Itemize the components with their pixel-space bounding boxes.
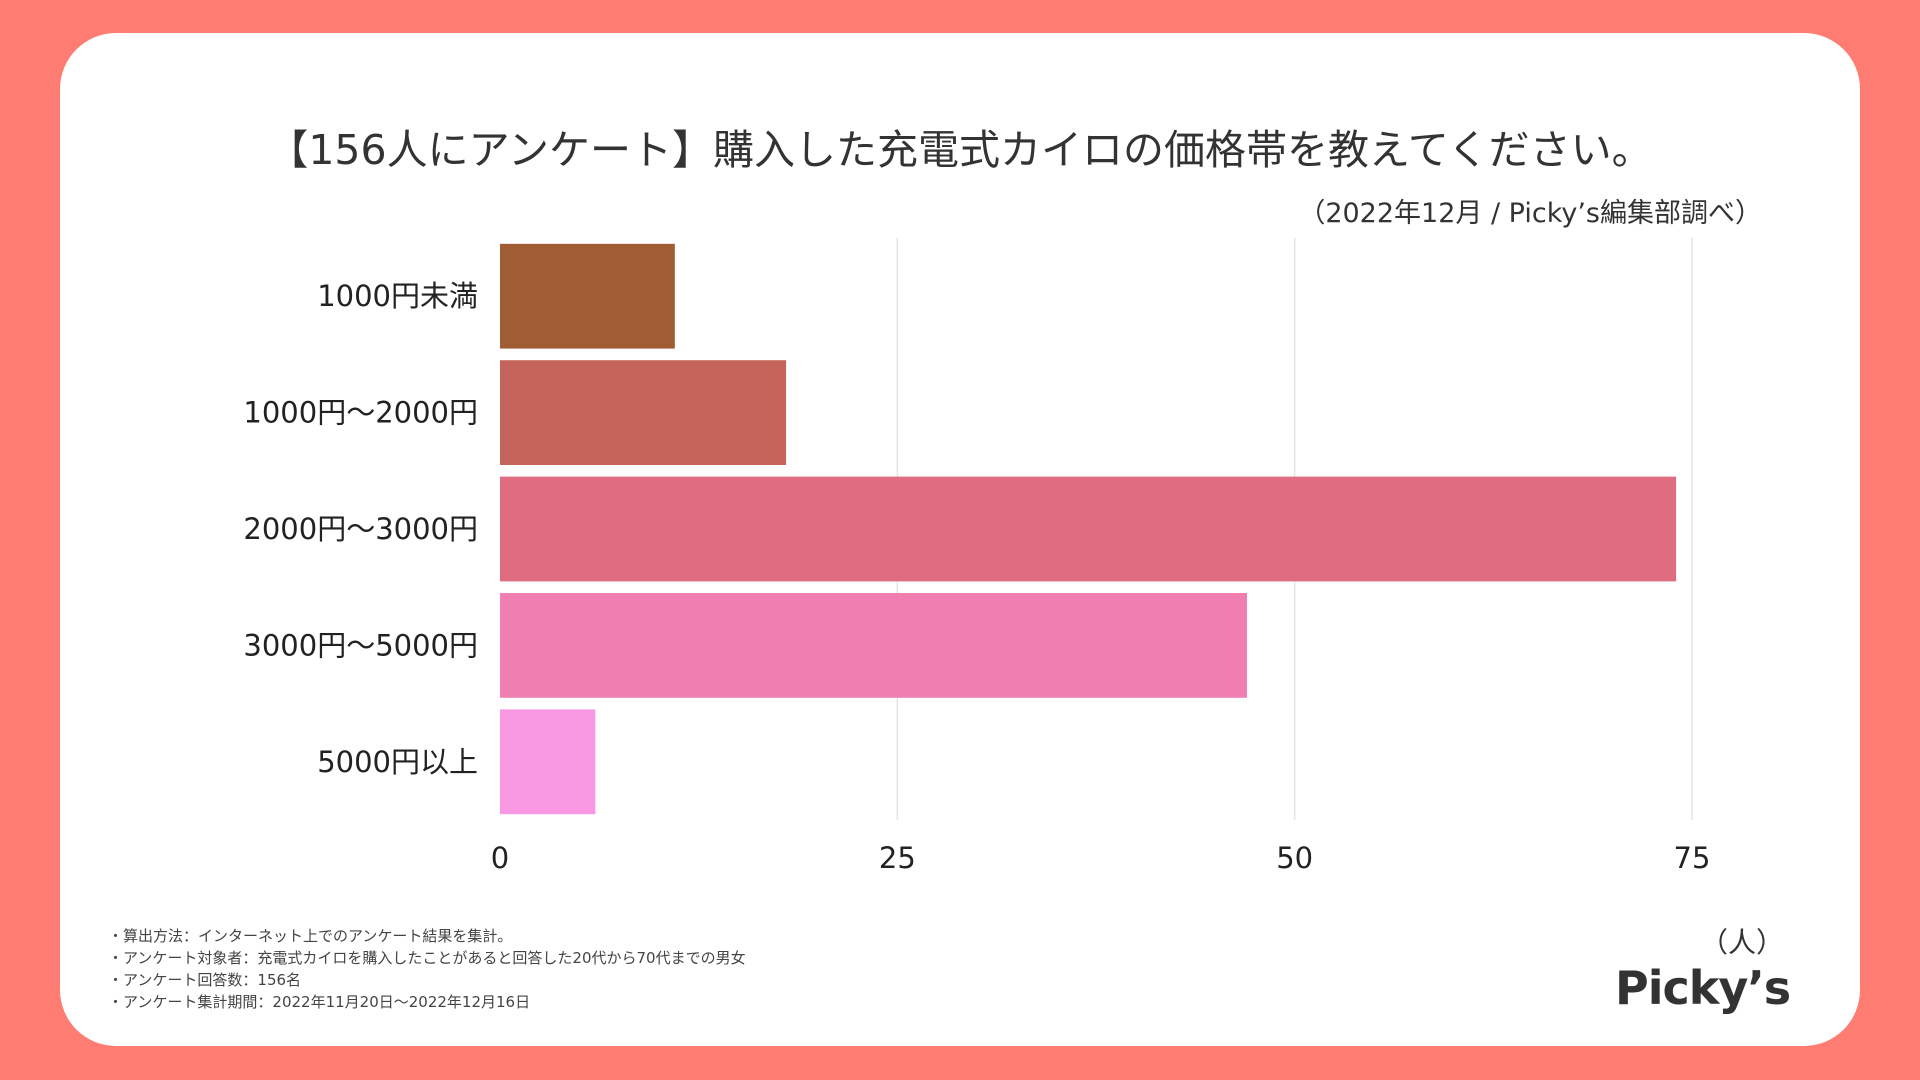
chart-card: 【156人にアンケート】購入した充電式カイロの価格帯を教えてください。 （202…: [60, 33, 1860, 1046]
survey-notes: ・算出方法：インターネット上でのアンケート結果を集計。 ・アンケート対象者：充電…: [108, 925, 746, 1013]
category-label-5: 5000円以上: [317, 745, 478, 779]
category-label-3: 2000円〜3000円: [243, 512, 478, 546]
x-tick-0: 0: [491, 841, 509, 875]
x-tick-75: 75: [1674, 841, 1711, 875]
bar-4: [500, 593, 1247, 698]
bar-5: [500, 709, 596, 815]
x-tick-labels: 0 25 50 75: [491, 841, 1711, 875]
bar-1: [500, 243, 675, 349]
note-period: ・アンケート集計期間：2022年11月20日〜2022年12月16日: [108, 993, 531, 1011]
bar-chart: 1000円未満 1000円〜2000円 2000円〜3000円 3000円〜5000円…: [243, 238, 1711, 875]
x-tick-50: 50: [1276, 841, 1313, 875]
category-labels: 1000円未満 1000円〜2000円 2000円〜3000円 3000円〜5000円…: [243, 279, 478, 779]
pickys-logo: Picky’s: [1615, 961, 1791, 1015]
note-method: ・算出方法：インターネット上でのアンケート結果を集計。: [108, 927, 513, 945]
x-axis-unit: （人）: [1700, 926, 1785, 959]
bars: [500, 243, 1677, 815]
source-note: （2022年12月 / Picky’s編集部調べ）: [1298, 198, 1762, 229]
chart-title: 【156人にアンケート】購入した充電式カイロの価格帯を教えてください。: [267, 126, 1653, 174]
bar-3: [500, 476, 1677, 582]
note-target: ・アンケート対象者：充電式カイロを購入したことがあると回答した20代から70代ま…: [108, 949, 746, 967]
bar-2: [500, 360, 787, 465]
category-label-4: 3000円〜5000円: [243, 628, 478, 662]
category-label-2: 1000円〜2000円: [243, 396, 478, 430]
x-tick-25: 25: [879, 841, 916, 875]
category-label-1: 1000円未満: [317, 279, 478, 313]
note-count: ・アンケート回答数：156名: [108, 971, 302, 989]
